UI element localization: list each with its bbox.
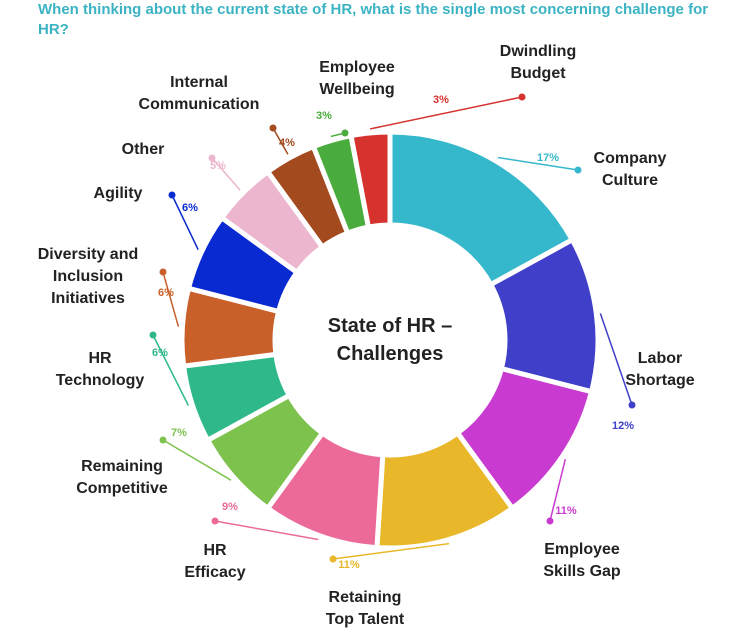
leader-line xyxy=(369,96,523,130)
leader-dot xyxy=(518,93,526,101)
leader-line xyxy=(272,127,289,155)
leader-dot xyxy=(211,517,219,525)
value-label: 6% xyxy=(158,287,174,299)
leader-line xyxy=(211,157,241,191)
leader-dot xyxy=(159,436,167,444)
value-label: 3% xyxy=(433,94,449,106)
value-label: 6% xyxy=(182,202,198,214)
chart-title: State of HR – Challenges xyxy=(327,315,453,365)
value-label: 6% xyxy=(152,347,168,359)
leader-line xyxy=(152,334,190,406)
leader-dot xyxy=(546,517,554,525)
leader-dot xyxy=(341,129,349,137)
value-label: 11% xyxy=(338,559,360,571)
category-label: Company Culture xyxy=(593,150,667,189)
value-label: 11% xyxy=(555,505,577,517)
category-label: Employee Wellbeing xyxy=(319,59,395,98)
leader-line xyxy=(497,156,579,171)
category-label: HR Efficacy xyxy=(184,542,246,581)
category-label: Internal Communication xyxy=(138,74,260,113)
leader-dot xyxy=(269,124,277,132)
leader-dot xyxy=(168,191,176,199)
value-label: 5% xyxy=(210,160,226,172)
leader-line xyxy=(549,458,567,522)
leader-line xyxy=(171,194,199,251)
category-label: Retaining Top Talent xyxy=(325,589,405,628)
donut-segment xyxy=(348,129,393,230)
value-label: 9% xyxy=(222,501,238,513)
leader-dot xyxy=(628,401,636,409)
category-label: Employee Skills Gap xyxy=(543,541,621,580)
value-label: 17% xyxy=(537,152,559,164)
leader-line xyxy=(162,271,180,327)
leader-line xyxy=(332,542,450,560)
leader-dot xyxy=(329,555,337,563)
category-label: Dwindling Budget xyxy=(499,43,577,82)
leader-line xyxy=(599,313,633,406)
category-label: Other xyxy=(121,141,165,158)
leader-dot xyxy=(208,154,216,162)
category-label: Labor Shortage xyxy=(625,350,695,389)
leader-line xyxy=(162,439,232,481)
question: When thinking about the current state of… xyxy=(38,1,709,38)
value-label: 4% xyxy=(279,137,295,149)
category-label: Remaining Competitive xyxy=(76,458,168,497)
donut-segment xyxy=(387,129,576,288)
leader-dot xyxy=(159,268,167,276)
leader-dot xyxy=(149,331,157,339)
category-label: Agility xyxy=(93,185,143,202)
value-label: 7% xyxy=(171,427,187,439)
value-label: 12% xyxy=(612,420,634,432)
leader-line xyxy=(214,520,319,541)
category-label: Diversity and Inclusion Initiatives xyxy=(37,246,139,307)
leader-dot xyxy=(574,166,582,174)
value-label: 3% xyxy=(316,110,332,122)
category-label: HR Technology xyxy=(55,350,145,389)
